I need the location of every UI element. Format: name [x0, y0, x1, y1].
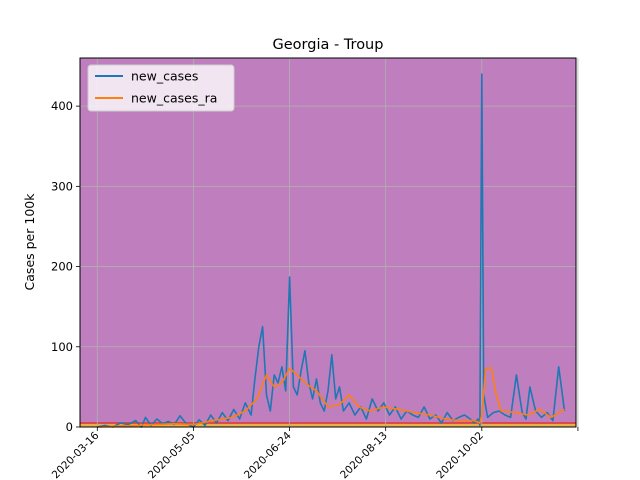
plot-area-background	[80, 58, 576, 427]
y-tick-label: 200	[51, 260, 73, 274]
legend-label-new-cases: new_cases	[131, 69, 198, 84]
legend: new_cases new_cases_ra	[87, 64, 235, 112]
chart-title: Georgia - Troup	[273, 37, 384, 53]
series-line-new-cases-ra	[97, 366, 565, 428]
legend-label-new-cases-ra: new_cases_ra	[131, 91, 217, 106]
y-tick-label: 100	[51, 340, 73, 354]
series-line-new-cases	[97, 73, 566, 428]
plot-frame	[79, 57, 577, 428]
y-tick-label: 0	[66, 420, 73, 434]
series-layer	[97, 73, 566, 428]
threshold-bands	[80, 422, 576, 427]
y-axis-ticks: 0 100 200 300 400	[51, 99, 80, 434]
y-tick-label: 400	[51, 99, 73, 113]
threshold-band-1	[80, 422, 576, 424]
y-tick-label: 300	[51, 179, 73, 193]
threshold-band-0	[80, 423, 576, 427]
y-axis-label: Cases per 100k	[22, 193, 37, 291]
legend-box	[87, 64, 235, 112]
